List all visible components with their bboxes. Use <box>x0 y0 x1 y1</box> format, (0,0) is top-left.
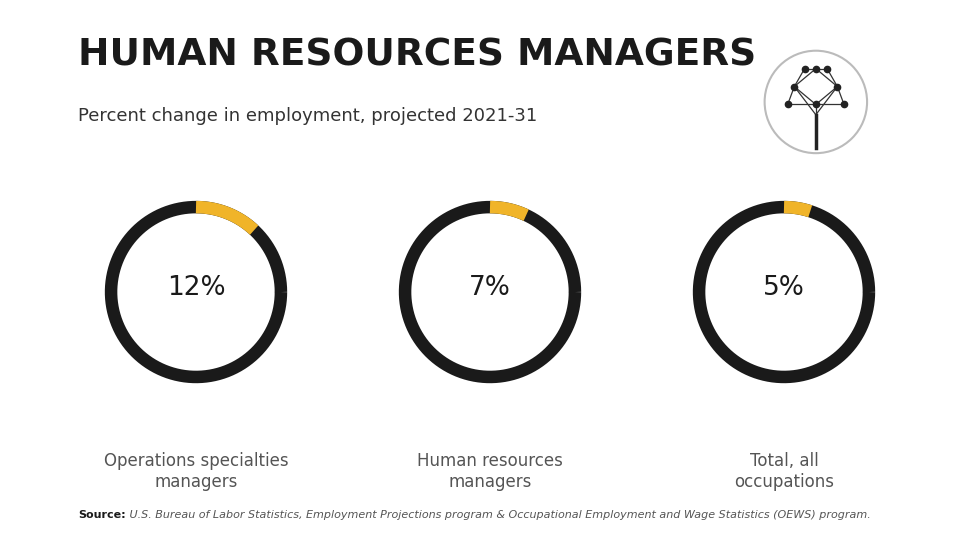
Text: Human resources
managers: Human resources managers <box>417 452 563 490</box>
Text: U.S. Bureau of Labor Statistics, Employment Projections program & Occupational E: U.S. Bureau of Labor Statistics, Employm… <box>126 510 871 520</box>
Text: HUMAN RESOURCES MANAGERS: HUMAN RESOURCES MANAGERS <box>78 37 757 73</box>
Text: Percent change in employment, projected 2021-31: Percent change in employment, projected … <box>78 107 538 125</box>
Text: 12%: 12% <box>167 275 225 301</box>
Text: 5%: 5% <box>763 275 805 301</box>
Text: 7%: 7% <box>469 275 511 301</box>
Text: Total, all
occupations: Total, all occupations <box>734 452 834 490</box>
Text: Source:: Source: <box>78 510 126 520</box>
Text: Operations specialties
managers: Operations specialties managers <box>104 452 288 490</box>
